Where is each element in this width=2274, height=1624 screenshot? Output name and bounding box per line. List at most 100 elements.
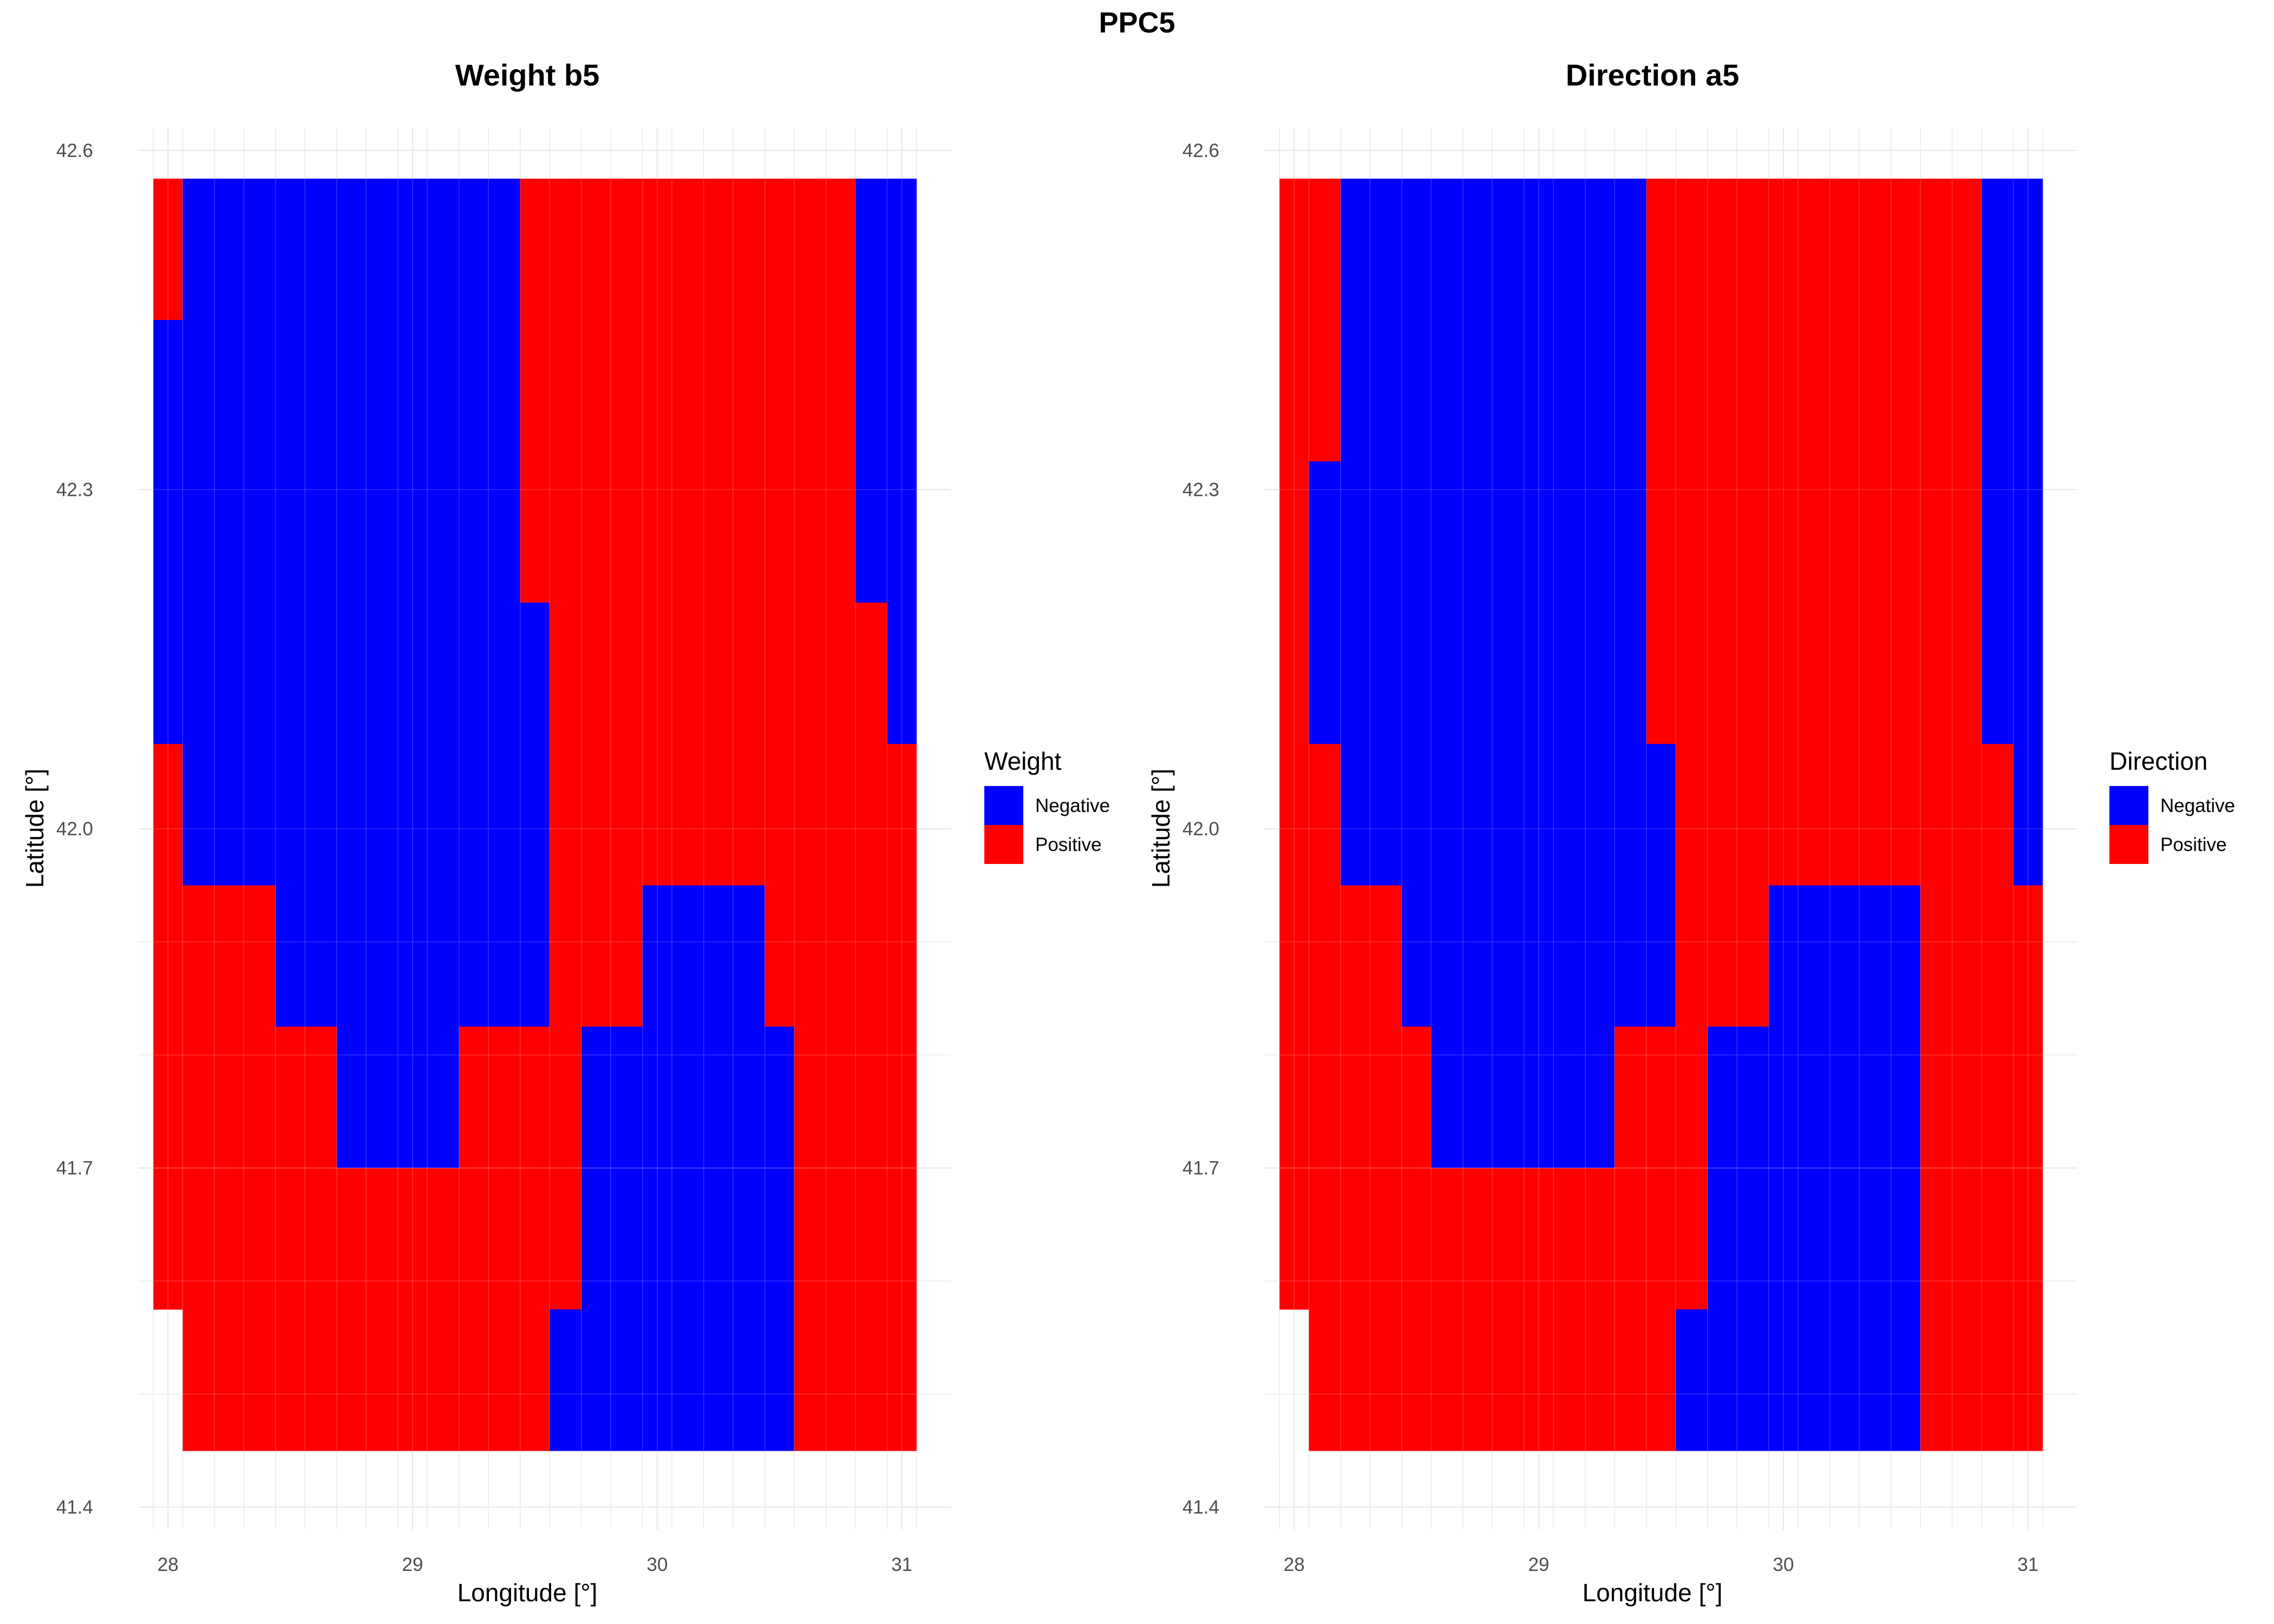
heatmap-cell-positive	[550, 885, 643, 1027]
heatmap-cell-positive	[153, 1026, 337, 1169]
x-tick-label: 31	[891, 1554, 912, 1575]
y-tick-labels: 41.4 41.7 42.0 42.3 42.6	[56, 140, 93, 1518]
heatmap-cell-positive	[459, 1026, 582, 1169]
heatmap-cell-negative	[1402, 885, 1676, 1027]
heatmap-cell-positive	[520, 320, 856, 603]
legend-label-positive: Positive	[2160, 834, 2227, 855]
panel-direction-a5: Direction a5 28 29 30 31 41.4 41.7 42.0 42.3 42…	[1147, 58, 2235, 1607]
x-tick-label: 28	[158, 1554, 179, 1575]
heatmap-cell-positive	[1920, 1026, 2043, 1169]
legend-title: Direction	[2109, 747, 2208, 775]
legend-title: Weight	[984, 747, 1062, 775]
heatmap-cell-negative	[1309, 461, 1647, 744]
heatmap-cell-negative	[153, 320, 521, 603]
figure-title: PPC5	[1099, 6, 1175, 39]
heatmap-cell-positive	[153, 1168, 582, 1310]
heatmap-cell-positive	[1279, 461, 1309, 744]
heatmap-cell-positive	[153, 178, 183, 320]
y-tick-label: 42.3	[1182, 479, 1219, 500]
legend-label-negative: Negative	[1035, 795, 1110, 816]
heatmap-cell-positive	[550, 744, 917, 886]
heatmap-cell-negative	[276, 885, 550, 1027]
heatmap-cell-positive	[1279, 1026, 1432, 1169]
x-tick-label: 30	[1773, 1554, 1794, 1575]
heatmap-cell-positive	[1920, 1309, 2043, 1451]
heatmap-cell-negative	[153, 603, 550, 744]
heatmap-cell-positive	[1646, 178, 1982, 462]
legend: Weight Negative Positive	[984, 747, 1110, 864]
heatmap-cell-positive	[153, 744, 183, 886]
panel-title: Weight b5	[455, 58, 600, 92]
x-axis-label: Longitude [°]	[458, 1579, 598, 1607]
heatmap-cell-positive	[1676, 744, 2014, 886]
x-tick-labels: 28 29 30 31	[158, 1554, 912, 1575]
x-tick-label: 30	[646, 1554, 668, 1575]
heatmap-cell-negative	[1431, 1026, 1615, 1169]
x-axis-label: Longitude [°]	[1583, 1579, 1723, 1607]
heatmap-cell-negative	[1341, 744, 1676, 886]
legend-key-negative	[984, 786, 1023, 825]
x-tick-label: 29	[402, 1554, 423, 1575]
heatmap-cell-negative	[2013, 744, 2043, 886]
heatmap-cell-negative	[855, 178, 917, 320]
heatmap-cell-negative	[336, 1026, 460, 1169]
x-tick-label: 31	[2017, 1554, 2038, 1575]
x-tick-label: 28	[1284, 1554, 1305, 1575]
heatmap-cell-positive	[1309, 1309, 1676, 1451]
heatmap-cell-negative	[1981, 461, 2043, 744]
y-tick-label: 42.3	[56, 479, 93, 500]
heatmap-cell-negative	[1341, 178, 1647, 462]
y-axis-label: Latitude [°]	[21, 769, 49, 888]
heatmap-cell-positive	[794, 1168, 917, 1310]
y-tick-labels: 41.4 41.7 42.0 42.3 42.6	[1182, 140, 1219, 1518]
heatmap-cell-positive	[764, 885, 917, 1027]
heatmap-cell-positive	[1676, 885, 1769, 1027]
y-tick-label: 41.4	[56, 1497, 93, 1518]
heatmap-cell-negative	[182, 178, 521, 320]
y-tick-label: 42.0	[56, 818, 93, 840]
heatmap-cell-positive	[550, 603, 888, 744]
y-axis-label: Latitude [°]	[1147, 769, 1175, 888]
heatmap-cell-negative	[1676, 1309, 1921, 1451]
panel-title: Direction a5	[1566, 58, 1740, 92]
y-tick-label: 41.7	[56, 1158, 93, 1179]
x-tick-labels: 28 29 30 31	[1284, 1554, 2038, 1575]
heatmap-cell-positive	[794, 1026, 917, 1169]
heatmap-cell-positive	[1615, 1026, 1708, 1169]
heatmap-cells	[1279, 149, 2043, 1508]
heatmap-cell-positive	[153, 885, 276, 1027]
heatmap-cell-negative	[1707, 1026, 1921, 1169]
heatmap-cells	[153, 149, 917, 1508]
heatmap-cell-positive	[1646, 461, 1982, 744]
heatmap-cell-negative	[581, 1168, 795, 1310]
heatmap-cell-negative	[1707, 1168, 1921, 1310]
y-tick-label: 42.6	[1182, 140, 1219, 161]
heatmap-cell-negative	[1981, 178, 2043, 462]
heatmap-cell-negative	[581, 1026, 795, 1169]
heatmap-cell-negative	[550, 1309, 795, 1451]
legend-key-negative	[2109, 786, 2148, 825]
heatmap-cell-positive	[1920, 1168, 2043, 1310]
heatmap-cell-positive	[1279, 744, 1341, 886]
y-tick-label: 42.0	[1182, 818, 1219, 840]
heatmap-cell-negative	[1768, 885, 1921, 1027]
heatmap-cell-negative	[887, 603, 917, 744]
y-tick-label: 41.4	[1182, 1497, 1219, 1518]
heatmap-cell-positive	[1279, 1168, 1708, 1310]
legend-label-negative: Negative	[2160, 795, 2235, 816]
heatmap-cell-positive	[1920, 885, 2043, 1027]
legend-label-positive: Positive	[1035, 834, 1102, 855]
heatmap-cell-negative	[182, 744, 550, 886]
heatmap-cell-positive	[520, 178, 856, 320]
y-tick-label: 41.7	[1182, 1158, 1219, 1179]
heatmap-cell-positive	[182, 1309, 550, 1451]
legend: Direction Negative Positive	[2109, 747, 2235, 864]
heatmap-cell-negative	[855, 320, 917, 603]
y-tick-label: 42.6	[56, 140, 93, 161]
legend-key-positive	[984, 825, 1023, 864]
heatmap-cell-positive	[1279, 885, 1402, 1027]
heatmap-cell-negative	[642, 885, 766, 1027]
legend-key-positive	[2109, 825, 2148, 864]
x-tick-label: 29	[1528, 1554, 1550, 1575]
